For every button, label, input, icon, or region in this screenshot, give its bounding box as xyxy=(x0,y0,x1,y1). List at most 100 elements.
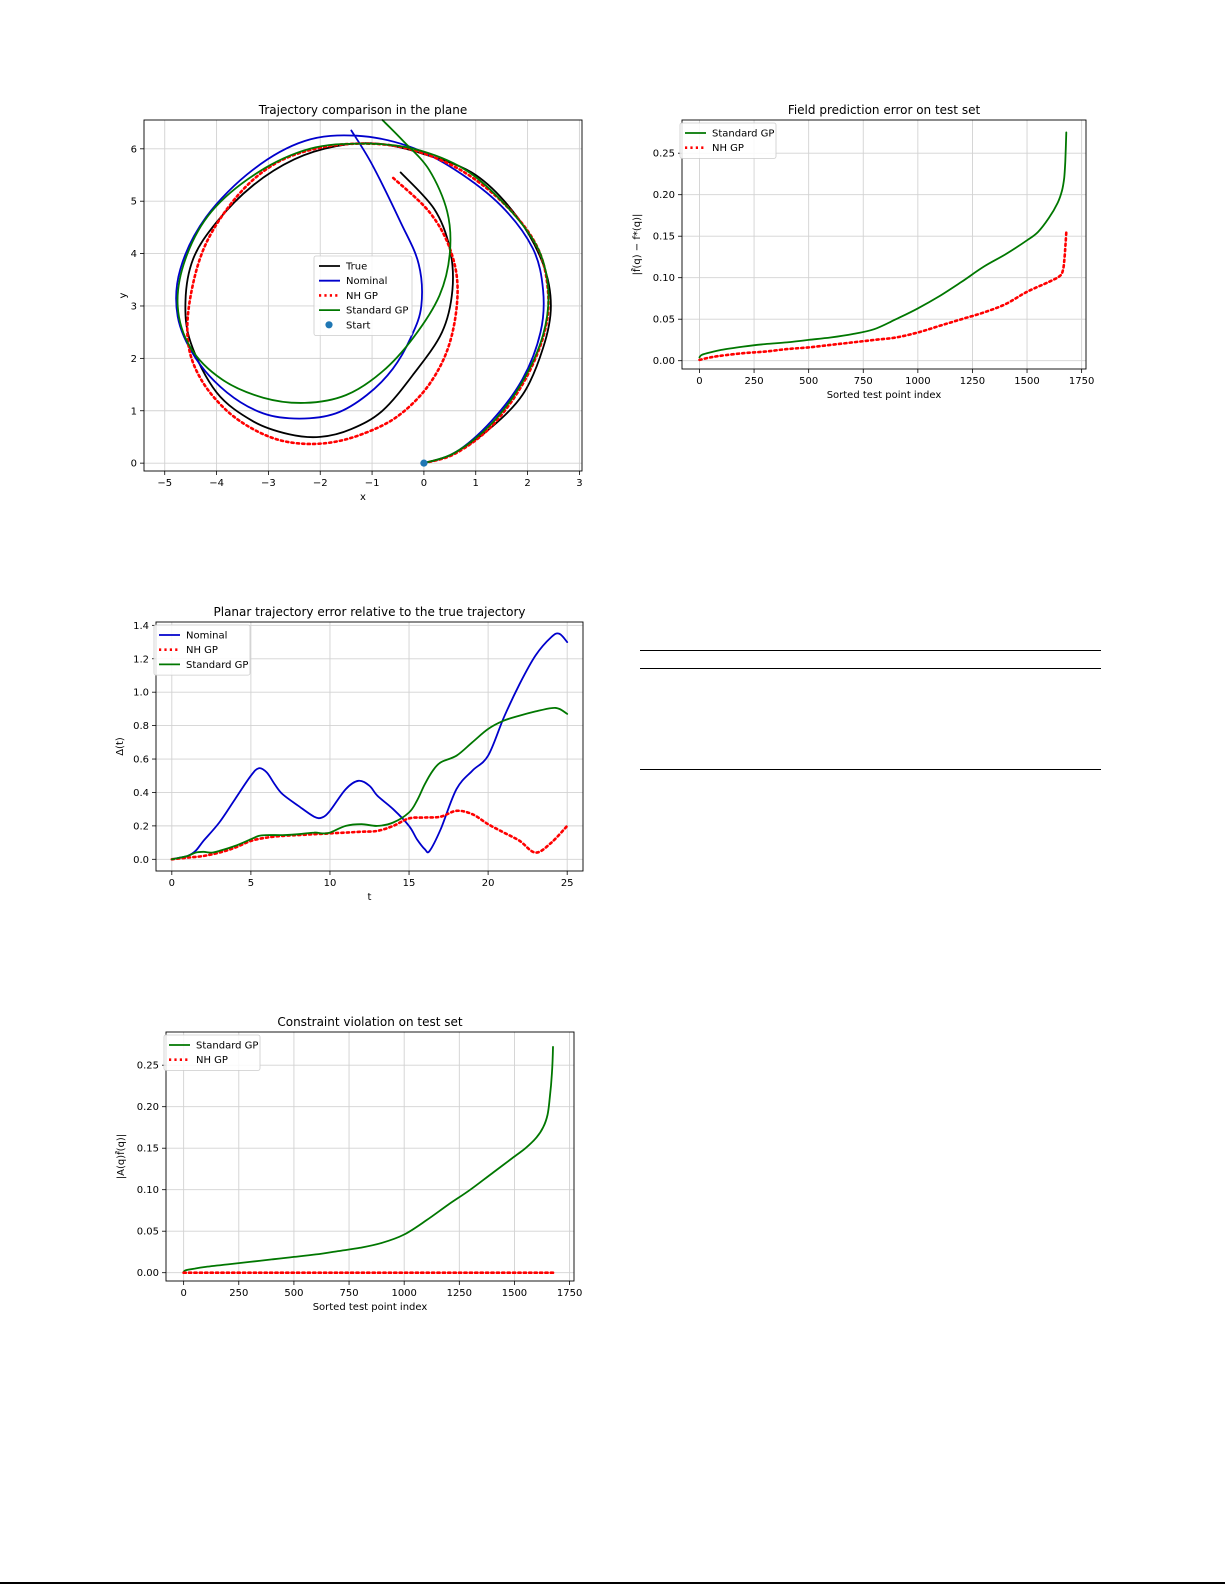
legend-label: Standard GP xyxy=(712,129,774,140)
plot-frame xyxy=(155,621,584,872)
y-tick-label: 0.20 xyxy=(137,1102,159,1113)
x-tick-label: 0 xyxy=(169,878,175,889)
x-tick-label: 15 xyxy=(403,878,416,889)
x-tick-label: 1250 xyxy=(960,376,985,387)
y-tick-label: 0.0 xyxy=(133,855,149,866)
y-tick-label: 2 xyxy=(131,354,137,365)
x-tick-label: −5 xyxy=(157,478,172,489)
legend-label: Nominal xyxy=(186,631,227,642)
chart-title: Planar trajectory error relative to the … xyxy=(214,605,526,619)
legend-label: Start xyxy=(346,320,371,331)
x-axis-label: x xyxy=(360,492,366,503)
series-line-true xyxy=(184,142,552,464)
y-tick-label: 0.8 xyxy=(133,721,149,732)
field-error-chart-svg: Field prediction error on test set 0 250 50… xyxy=(630,103,1094,401)
legend-box xyxy=(313,255,413,336)
legend-label: Standard GP xyxy=(346,306,408,317)
y-tick-label: 0.10 xyxy=(653,273,675,284)
legend-swatch xyxy=(325,321,333,329)
plot-frame xyxy=(681,119,1087,370)
x-tick-label: 5 xyxy=(248,878,254,889)
x-tick-label: 25 xyxy=(561,878,574,889)
legend-label: True xyxy=(345,262,367,273)
series-line-nh-gp xyxy=(698,230,1068,362)
x-tick-label: 0 xyxy=(180,1288,186,1299)
y-axis-label: Δ(t) xyxy=(115,737,126,756)
plot-frame xyxy=(143,119,583,472)
x-axis-label: Sorted test point index xyxy=(313,1302,428,1313)
start-point-marker xyxy=(420,459,428,467)
x-tick-label: −2 xyxy=(313,478,328,489)
x-tick-label: −3 xyxy=(261,478,276,489)
page-bottom-rule xyxy=(0,1582,1225,1584)
y-axis-label: y xyxy=(118,292,129,298)
x-tick-label: 250 xyxy=(229,1288,248,1299)
x-tick-label: 20 xyxy=(482,878,495,889)
y-tick-label: 0.15 xyxy=(653,232,675,243)
x-axis-label: Sorted test point index xyxy=(827,390,942,401)
y-tick-label: 6 xyxy=(131,144,137,155)
y-tick-label: 0.25 xyxy=(137,1061,159,1072)
legend-box xyxy=(163,1034,261,1071)
table-rule-middle xyxy=(640,668,1101,669)
x-tick-label: 250 xyxy=(745,376,764,387)
x-tick-label: 1750 xyxy=(557,1288,582,1299)
table-rule-top xyxy=(640,650,1101,651)
field-error-chart: Field prediction error on test set 0 250 50… xyxy=(628,98,1110,414)
x-tick-label: −1 xyxy=(365,478,380,489)
series-line-nominal xyxy=(170,632,569,861)
y-tick-label: 1.4 xyxy=(133,621,149,632)
x-tick-label: 2 xyxy=(524,478,530,489)
x-tick-label: 1000 xyxy=(905,376,930,387)
table-rule-bottom xyxy=(640,769,1101,770)
y-tick-label: 0.10 xyxy=(137,1185,159,1196)
series-line-standard-gp xyxy=(170,706,569,861)
legend-box xyxy=(679,122,777,159)
x-tick-label: 500 xyxy=(799,376,818,387)
legend-label: Standard GP xyxy=(196,1041,258,1052)
x-tick-label: 0 xyxy=(421,478,427,489)
x-tick-label: 500 xyxy=(284,1288,303,1299)
constraint-violation-chart: Constraint violation on test set 0 250 500 7… xyxy=(112,1010,596,1326)
x-tick-label: 1250 xyxy=(447,1288,472,1299)
y-tick-label: 1.2 xyxy=(133,654,149,665)
y-tick-label: 1 xyxy=(131,406,137,417)
y-tick-label: 0.00 xyxy=(653,356,675,367)
chart-title: Field prediction error on test set xyxy=(788,103,981,117)
y-axis-label: |A(q)f̂(q)| xyxy=(114,1134,127,1179)
x-tick-label: 10 xyxy=(324,878,337,889)
x-tick-label: 3 xyxy=(576,478,582,489)
series-line-standard-gp xyxy=(176,119,550,464)
x-tick-label: 1 xyxy=(473,478,479,489)
legend-box xyxy=(153,624,251,676)
x-tick-label: 1750 xyxy=(1069,376,1094,387)
y-tick-label: 5 xyxy=(131,197,137,208)
series-line-nh-gp xyxy=(170,809,569,861)
y-tick-label: 1.0 xyxy=(133,688,149,699)
plot-frame xyxy=(165,1031,575,1282)
x-tick-label: 1500 xyxy=(1014,376,1039,387)
series-line-nominal xyxy=(175,129,545,464)
series-line-standard-gp xyxy=(182,1046,554,1273)
y-tick-label: 0.4 xyxy=(133,788,149,799)
x-tick-label: 1500 xyxy=(502,1288,527,1299)
y-tick-label: 3 xyxy=(131,301,137,312)
y-tick-label: 4 xyxy=(131,249,137,260)
planar-error-chart-svg: Planar trajectory error relative to the … xyxy=(115,605,584,903)
y-tick-label: 0.00 xyxy=(137,1268,159,1279)
y-tick-label: 0 xyxy=(131,459,137,470)
y-tick-label: 0.6 xyxy=(133,755,149,766)
chart-title: Trajectory comparison in the plane xyxy=(258,103,468,117)
y-axis-label: |f̂(q) − f*(q)| xyxy=(630,214,643,276)
constraint-violation-chart-svg: Constraint violation on test set 0 250 500 7… xyxy=(114,1015,582,1313)
x-tick-label: 1000 xyxy=(391,1288,416,1299)
y-tick-label: 0.15 xyxy=(137,1144,159,1155)
y-tick-label: 0.05 xyxy=(137,1227,159,1238)
y-tick-label: 0.05 xyxy=(653,315,675,326)
x-tick-label: 0 xyxy=(696,376,702,387)
legend-label: Standard GP xyxy=(186,660,248,671)
trajectory-chart-svg: Trajectory comparison in the plane −5 −4 −3… xyxy=(118,103,583,503)
y-tick-label: 0.2 xyxy=(133,821,149,832)
x-tick-label: 750 xyxy=(854,376,873,387)
trajectory-chart: Trajectory comparison in the plane −5 −4 −3… xyxy=(116,98,596,517)
